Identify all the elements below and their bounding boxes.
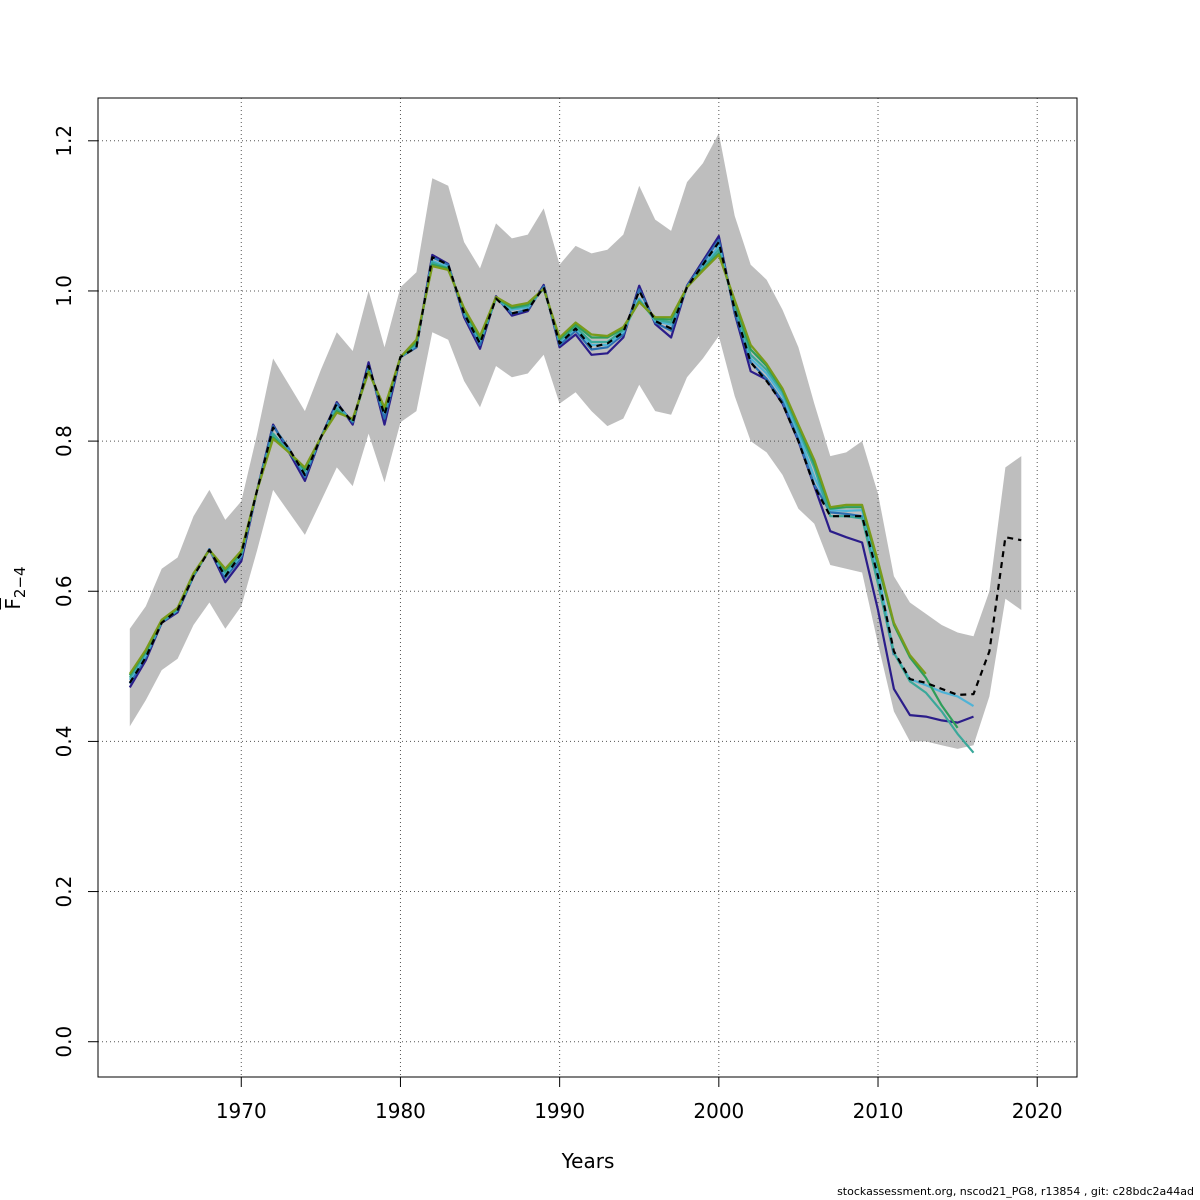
y-tick-label: 0.0 — [52, 1026, 76, 1058]
y-axis: 0.0 0.2 0.4 0.6 0.8 1.0 1.2 — [52, 125, 99, 1058]
y-tick-label: 1.0 — [52, 275, 76, 307]
x-tick-label: 1990 — [534, 1099, 585, 1123]
x-axis: 1970 1980 1990 2000 2010 2020 — [216, 1076, 1063, 1123]
x-tick-label: 2000 — [693, 1099, 744, 1123]
svg-text:F2−4: F2−4 — [1, 566, 29, 609]
x-tick-label: 2010 — [853, 1099, 904, 1123]
y-axis-title: F2−4 — [1, 566, 29, 609]
credit-footer: stockassessment.org, nscod21_PG8, r13854… — [837, 1185, 1194, 1198]
y-axis-title-sub: 2−4 — [11, 566, 29, 598]
series-line-1 — [128, 241, 1022, 697]
y-tick-label: 0.8 — [52, 425, 76, 457]
y-tick-label: 0.6 — [52, 575, 76, 607]
y-tick-label: 0.2 — [52, 876, 76, 908]
x-tick-label: 2020 — [1012, 1099, 1063, 1123]
y-tick-label: 1.2 — [52, 125, 76, 157]
x-tick-label: 1980 — [375, 1099, 426, 1123]
y-axis-title-main: F — [1, 598, 25, 610]
y-tick-label: 0.4 — [52, 726, 76, 758]
series-layer — [128, 235, 1022, 754]
x-tick-label: 1970 — [216, 1099, 267, 1123]
x-axis-title: Years — [561, 1149, 615, 1173]
